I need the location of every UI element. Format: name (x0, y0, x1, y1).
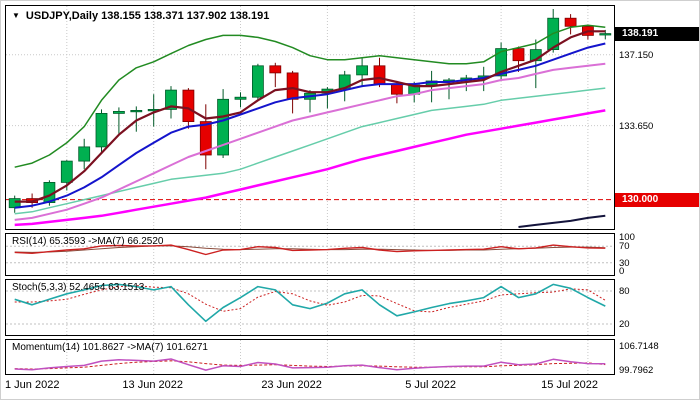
stochastic-chart-canvas[interactable] (6, 280, 614, 335)
rsi-axis-label: 70 (619, 241, 630, 253)
chevron-down-icon[interactable]: ▼ (12, 11, 20, 20)
main-chart-panel[interactable]: ▼ USDJPY,Daily 138.155 138.371 137.902 1… (5, 5, 615, 230)
rsi-axis-label: 30 (619, 257, 630, 269)
rsi-axis-label: 0 (619, 266, 625, 277)
date-axis-label: 5 Jul 2022 (405, 379, 456, 391)
date-axis-label: 1 Jun 2022 (5, 379, 60, 391)
time-axis[interactable]: 1 Jun 2022 13 Jun 2022 23 Jun 2022 5 Jul 20… (5, 379, 617, 395)
rsi-axis-label: 100 (619, 232, 635, 243)
date-axis-label: 23 Jun 2022 (261, 379, 322, 391)
stoch-axis-label: 80 (619, 286, 630, 297)
date-axis-label: 15 Jul 2022 (541, 379, 599, 391)
stochastic-label: Stoch(5,3,3) 52.4654 63.1513 (12, 282, 145, 293)
rsi-chart-canvas[interactable] (6, 234, 614, 275)
momentum-chart-canvas[interactable] (6, 340, 614, 374)
momentum-label: Momentum(14) 101.8627 ->MA(7) 101.6271 (12, 342, 208, 353)
stoch-axis-label: 20 (619, 319, 630, 330)
rsi-panel[interactable]: RSI(14) 65.3593 ->MA(7) 66.2520 (5, 233, 615, 276)
stochastic-panel[interactable]: Stoch(5,3,3) 52.4654 63.1513 (5, 279, 615, 336)
rsi-label: RSI(14) 65.3593 ->MA(7) 66.2520 (12, 236, 164, 247)
momentum-panel[interactable]: Momentum(14) 101.8627 ->MA(7) 101.6271 (5, 339, 615, 375)
chart-title: USDJPY,Daily 138.155 138.371 137.902 138… (25, 10, 270, 22)
price-axis-label: 137.150 (619, 49, 654, 61)
price-axis[interactable]: 137.150 133.650 138.191 130.000 100 70 30 0 80 20… (615, 1, 699, 399)
momentum-axis-label: 106.7148 (619, 341, 659, 353)
price-badge: 130.000 (615, 192, 699, 207)
momentum-axis-label: 99.7962 (619, 365, 654, 376)
price-badge: 138.191 (615, 26, 699, 41)
candlestick-chart-canvas[interactable] (6, 6, 614, 229)
date-axis-label: 13 Jun 2022 (122, 379, 183, 391)
price-axis-label: 133.650 (619, 120, 654, 132)
chart-title-bar: ▼ USDJPY,Daily 138.155 138.371 137.902 1… (12, 10, 269, 22)
